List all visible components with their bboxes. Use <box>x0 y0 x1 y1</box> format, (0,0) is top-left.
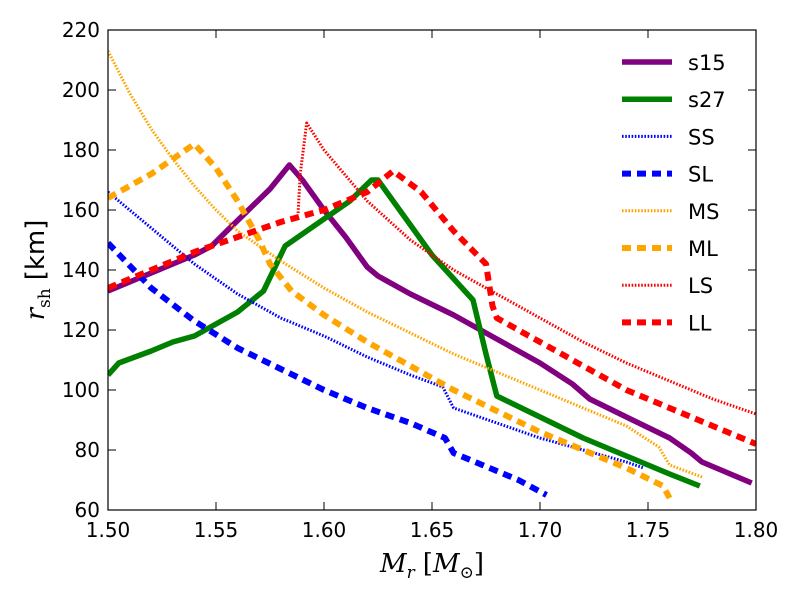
legend-label-ls: LS <box>688 274 713 298</box>
tick-layer: 1.50 1.55 1.60 1.65 1.70 1.75 1.80 60 80 100 120 14… <box>62 18 778 542</box>
legend-label-s27: s27 <box>688 88 726 112</box>
y-tick-label: 80 <box>75 438 100 462</box>
y-axis-unit: [km] <box>21 220 51 281</box>
series-line-sl <box>108 240 548 498</box>
legend-label-ss: SS <box>688 125 715 149</box>
x-tick-label: 1.60 <box>302 518 347 542</box>
x-tick-label: 1.65 <box>410 518 455 542</box>
y-axis-label: rsh [km] <box>21 220 55 321</box>
y-tick-label: 60 <box>75 498 100 522</box>
x-axis-label: Mr [M⊙] <box>379 549 484 583</box>
y-axis-var: r <box>21 306 51 320</box>
legend-label-s15: s15 <box>688 51 726 75</box>
series-layer <box>108 50 756 500</box>
legend-label-ml: ML <box>688 237 718 261</box>
x-axis-unit-open: [ <box>423 549 433 579</box>
x-axis-var: M <box>379 549 408 579</box>
legend-label-sl: SL <box>688 163 713 187</box>
y-tick-label: 120 <box>62 318 100 342</box>
y-tick-label: 180 <box>62 138 100 162</box>
y-tick-label: 200 <box>62 78 100 102</box>
legend: s15 s27 SS SL MS ML LS LL <box>622 51 726 335</box>
series-line-ll <box>108 168 756 447</box>
x-tick-label: 1.70 <box>518 518 563 542</box>
series-line-ss <box>108 190 645 470</box>
x-axis-unit: M <box>432 549 461 579</box>
x-tick-label: 1.55 <box>194 518 239 542</box>
legend-label-ll: LL <box>688 311 712 335</box>
x-tick-label: 1.75 <box>626 518 671 542</box>
x-tick-label: 1.50 <box>86 518 131 542</box>
x-axis-var-sub: r <box>407 563 416 583</box>
y-tick-label: 140 <box>62 258 100 282</box>
series-line-ml <box>108 141 673 500</box>
y-tick-label: 100 <box>62 378 100 402</box>
y-axis-var-sub: sh <box>35 288 55 308</box>
y-tick-label: 160 <box>62 198 100 222</box>
x-axis-unit-sub: ⊙ <box>460 563 474 583</box>
legend-label-ms: MS <box>688 200 719 224</box>
x-axis-unit-close: ] <box>474 549 484 579</box>
series-line-ls <box>296 121 756 416</box>
y-tick-label: 220 <box>62 18 100 42</box>
x-tick-label: 1.80 <box>734 518 779 542</box>
